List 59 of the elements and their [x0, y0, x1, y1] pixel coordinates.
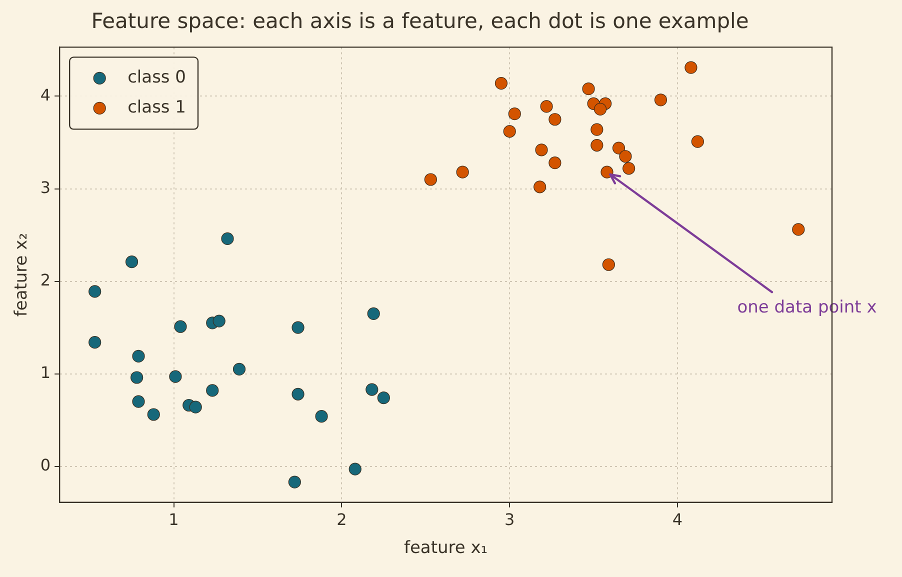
point [548, 113, 562, 126]
y-tick-label: 2 [40, 270, 51, 290]
point [602, 258, 615, 271]
legend-label: class 1 [128, 98, 186, 118]
point [540, 100, 553, 113]
point [456, 166, 469, 178]
x-tick-label: 1 [168, 510, 179, 530]
chart-title: Feature space: each axis is a feature, each dot is one example [91, 9, 749, 34]
point [212, 314, 226, 328]
point [619, 150, 632, 163]
point [594, 102, 607, 116]
point [288, 476, 301, 488]
point [189, 400, 202, 414]
point [221, 232, 234, 246]
point [590, 123, 604, 136]
point [125, 256, 138, 268]
x-tick-label: 3 [504, 510, 515, 530]
point [206, 384, 219, 397]
y-tick-label: 1 [40, 362, 51, 382]
point [88, 336, 102, 349]
x-tick-label: 4 [672, 510, 683, 530]
point [377, 392, 390, 404]
point [494, 76, 508, 90]
legend-label: class 0 [128, 68, 186, 88]
x-axis-title: feature x₁ [404, 538, 488, 558]
point [548, 156, 562, 170]
point [169, 370, 182, 383]
point [315, 410, 328, 423]
point [600, 166, 614, 178]
point [612, 142, 626, 154]
y-axis-title: feature x₂ [12, 232, 32, 317]
point [132, 395, 145, 408]
point [132, 350, 145, 363]
point [590, 138, 604, 152]
point [424, 173, 437, 186]
point [508, 108, 521, 120]
point [366, 383, 378, 396]
y-tick-label: 4 [40, 85, 51, 104]
point [292, 321, 304, 334]
point [147, 408, 160, 421]
point [367, 307, 380, 320]
y-tick-label: 0 [40, 455, 51, 474]
point [232, 362, 246, 376]
point [684, 61, 698, 74]
point [130, 371, 144, 384]
point [535, 144, 548, 156]
point [348, 462, 362, 476]
point [174, 320, 187, 333]
point [622, 162, 636, 175]
y-tick-label: 3 [40, 178, 51, 197]
point [792, 223, 805, 236]
point [88, 285, 102, 298]
point [503, 125, 516, 138]
point [691, 135, 704, 148]
point [534, 180, 546, 194]
point [292, 388, 304, 400]
x-tick-label: 2 [336, 510, 347, 530]
point [654, 94, 668, 106]
point [582, 82, 595, 96]
